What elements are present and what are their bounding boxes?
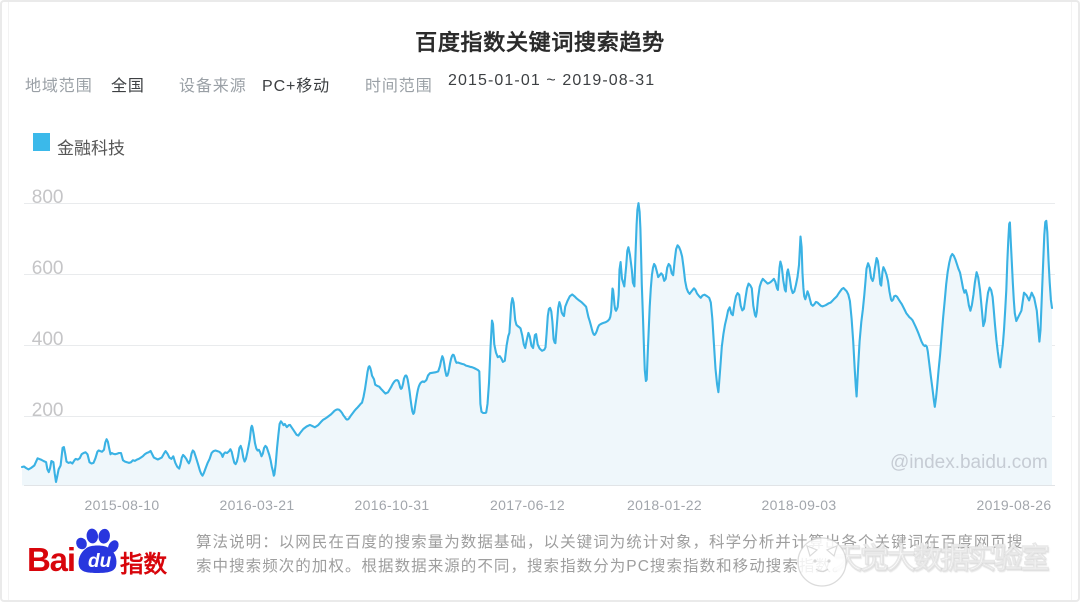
svg-text:800: 800 — [32, 187, 64, 208]
svg-text:2018-01-22: 2018-01-22 — [627, 497, 702, 513]
svg-text:400: 400 — [32, 329, 64, 350]
svg-text:2016-03-21: 2016-03-21 — [219, 497, 294, 513]
svg-text:指数: 指数 — [120, 551, 167, 577]
svg-text:2019-08-26: 2019-08-26 — [976, 497, 1051, 513]
svg-text:2017-06-12: 2017-06-12 — [490, 497, 565, 513]
svg-text:Bai: Bai — [27, 541, 76, 578]
svg-text:2018-09-03: 2018-09-03 — [761, 497, 836, 513]
svg-text:2016-10-31: 2016-10-31 — [354, 497, 429, 513]
svg-text:600: 600 — [32, 258, 64, 279]
svg-text:200: 200 — [32, 400, 64, 421]
svg-text:2015-08-10: 2015-08-10 — [84, 497, 159, 513]
svg-text:du: du — [88, 551, 112, 572]
